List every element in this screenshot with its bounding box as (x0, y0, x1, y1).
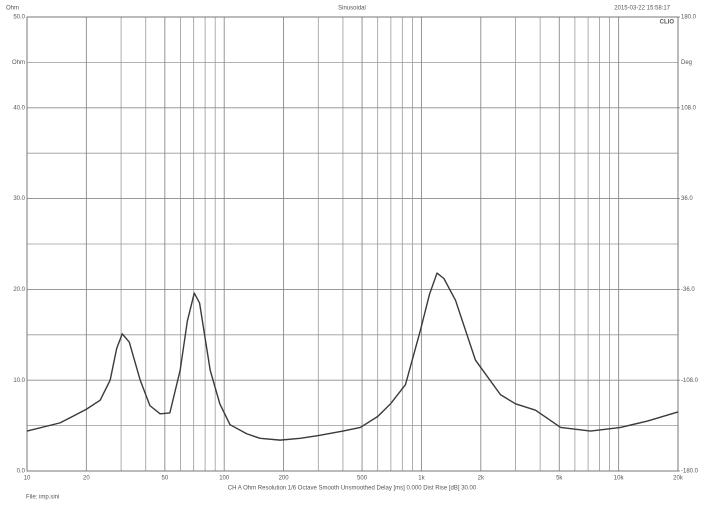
x-tick-label: 10 (24, 476, 31, 482)
x-tick-label: 5k (556, 476, 563, 482)
y2-tick-label: 36.0 (681, 196, 693, 202)
footer: CH A Ohm Resolution 1/6 Octave Smooth Un… (228, 486, 477, 492)
y2-tick-label: 180.0 (681, 15, 697, 21)
y2-tick-label: -180.0 (681, 469, 699, 475)
brand: CLIO (660, 20, 675, 26)
x-tick-label: 1k (418, 476, 425, 482)
y-tick-label: 50.0 (13, 15, 25, 21)
x-tick-label: 20 (83, 476, 90, 482)
x-tick-label: 500 (357, 476, 368, 482)
y-tick-label: 40.0 (13, 105, 25, 111)
x-tick-label: 2k (478, 476, 485, 482)
y2-tick-label: -36.0 (681, 287, 695, 293)
impedance-curve (26, 272, 679, 441)
x-tick-label: 50 (162, 476, 169, 482)
x-tick-label: 100 (219, 476, 230, 482)
y-tick-label: 30.0 (13, 196, 25, 202)
header-left: Ohm (6, 6, 19, 12)
x-tick-label: 10k (614, 476, 625, 482)
timestamp: 2015-03-22 15:58:17 (614, 6, 670, 12)
file-label: File: imp.sini (26, 495, 59, 501)
plot-frame (26, 16, 679, 472)
y-tick-label: 0.0 (17, 469, 26, 475)
y-axis-label: Ohm (12, 60, 25, 66)
y2-tick-label: -108.0 (681, 378, 699, 384)
y-tick-label: 20.0 (13, 287, 25, 293)
y-tick-label: 10.0 (13, 378, 25, 384)
y2-axis-label: Deg (681, 60, 692, 66)
y2-tick-label: 108.0 (681, 105, 697, 111)
chart-title: Sinusoidal (338, 6, 366, 12)
x-tick-label: 200 (279, 476, 290, 482)
x-tick-label: 20k (673, 476, 684, 482)
